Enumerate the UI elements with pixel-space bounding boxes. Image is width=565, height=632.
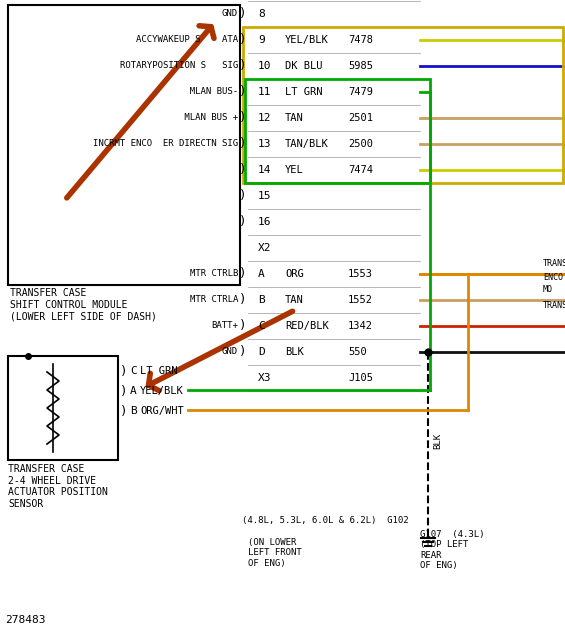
Text: ): ) — [238, 293, 246, 307]
Text: D: D — [258, 347, 265, 357]
Text: 13: 13 — [258, 139, 272, 149]
Text: 12: 12 — [258, 113, 272, 123]
Text: ): ) — [238, 190, 246, 202]
Text: ): ) — [238, 267, 246, 281]
Text: ): ) — [120, 384, 128, 398]
Text: C: C — [130, 366, 137, 376]
Text: (4.8L, 5.3L, 6.0L & 6.2L)  G102: (4.8L, 5.3L, 6.0L & 6.2L) G102 — [242, 516, 408, 525]
Text: TRANS: TRANS — [543, 300, 565, 310]
Text: 9: 9 — [258, 35, 265, 45]
Text: ): ) — [238, 346, 246, 358]
Text: YEL/BLK: YEL/BLK — [285, 35, 329, 45]
Text: ): ) — [238, 8, 246, 20]
Text: 16: 16 — [258, 217, 272, 227]
Text: TAN/BLK: TAN/BLK — [285, 139, 329, 149]
Text: MTR CTRLB: MTR CTRLB — [190, 269, 238, 279]
Text: ): ) — [238, 85, 246, 99]
Text: ): ) — [120, 365, 128, 377]
Text: INCRMT ENCO  ER DIRECTN SIG: INCRMT ENCO ER DIRECTN SIG — [93, 140, 238, 149]
Text: ): ) — [238, 33, 246, 47]
Text: ACCYWAKEUP S    ATA: ACCYWAKEUP S ATA — [136, 35, 238, 44]
Text: MO: MO — [543, 286, 553, 295]
Text: MLAN BUS +: MLAN BUS + — [179, 114, 238, 123]
Bar — [8, 356, 118, 460]
Text: 10: 10 — [258, 61, 272, 71]
Text: TRANS: TRANS — [543, 260, 565, 269]
Text: 2500: 2500 — [348, 139, 373, 149]
Text: ORG/WHT: ORG/WHT — [140, 406, 184, 416]
Text: TRANSFER CASE
SHIFT CONTROL MODULE
(LOWER LEFT SIDE OF DASH): TRANSFER CASE SHIFT CONTROL MODULE (LOWE… — [10, 288, 157, 321]
Text: 1553: 1553 — [348, 269, 373, 279]
Text: YEL/BLK: YEL/BLK — [140, 386, 184, 396]
Text: 5985: 5985 — [348, 61, 373, 71]
Text: ): ) — [238, 164, 246, 176]
Text: ): ) — [238, 138, 246, 150]
Text: TRANSFER CASE
2-4 WHEEL DRIVE
ACTUATOR POSITION
SENSOR: TRANSFER CASE 2-4 WHEEL DRIVE ACTUATOR P… — [8, 464, 108, 509]
Text: 7478: 7478 — [348, 35, 373, 45]
Text: LT GRN: LT GRN — [140, 366, 177, 376]
Text: J105: J105 — [348, 373, 373, 383]
Text: ): ) — [120, 404, 128, 418]
Text: C: C — [258, 321, 265, 331]
Text: MTR CTRLA: MTR CTRLA — [190, 296, 238, 305]
Text: MLAN BUS-: MLAN BUS- — [179, 87, 238, 97]
Text: 15: 15 — [258, 191, 272, 201]
Text: 1342: 1342 — [348, 321, 373, 331]
Text: GND: GND — [222, 348, 238, 356]
Text: 7474: 7474 — [348, 165, 373, 175]
Text: (ON LOWER
LEFT FRONT
OF ENG): (ON LOWER LEFT FRONT OF ENG) — [248, 538, 302, 568]
Text: A: A — [258, 269, 265, 279]
Text: 550: 550 — [348, 347, 367, 357]
Text: 11: 11 — [258, 87, 272, 97]
Text: A: A — [130, 386, 137, 396]
Text: G107  (4.3L)
(TOP LEFT
REAR
OF ENG): G107 (4.3L) (TOP LEFT REAR OF ENG) — [420, 530, 485, 570]
Text: 7479: 7479 — [348, 87, 373, 97]
Text: ): ) — [238, 320, 246, 332]
Text: 8: 8 — [258, 9, 265, 19]
Text: 2501: 2501 — [348, 113, 373, 123]
Text: GND: GND — [222, 9, 238, 18]
Text: B: B — [130, 406, 137, 416]
Text: 14: 14 — [258, 165, 272, 175]
Bar — [245, 79, 430, 183]
Text: ORG: ORG — [285, 269, 304, 279]
Text: TAN: TAN — [285, 113, 304, 123]
Text: TAN: TAN — [285, 295, 304, 305]
Text: RED/BLK: RED/BLK — [285, 321, 329, 331]
Text: X3: X3 — [258, 373, 272, 383]
Text: ): ) — [238, 59, 246, 73]
Text: 1552: 1552 — [348, 295, 373, 305]
Text: 278483: 278483 — [5, 615, 46, 625]
Text: ): ) — [238, 111, 246, 125]
Text: YEL: YEL — [285, 165, 304, 175]
Text: BATT+: BATT+ — [211, 322, 238, 331]
Bar — [243, 27, 563, 183]
Text: BLK: BLK — [285, 347, 304, 357]
Text: ): ) — [238, 216, 246, 229]
Text: B: B — [258, 295, 265, 305]
Bar — [8, 5, 240, 285]
Text: ROTARYPOSITION S   SIG: ROTARYPOSITION S SIG — [120, 61, 238, 71]
Text: LT GRN: LT GRN — [285, 87, 323, 97]
Text: X2: X2 — [258, 243, 272, 253]
Text: BLK: BLK — [433, 433, 442, 449]
Text: ENCO: ENCO — [543, 272, 563, 281]
Text: DK BLU: DK BLU — [285, 61, 323, 71]
